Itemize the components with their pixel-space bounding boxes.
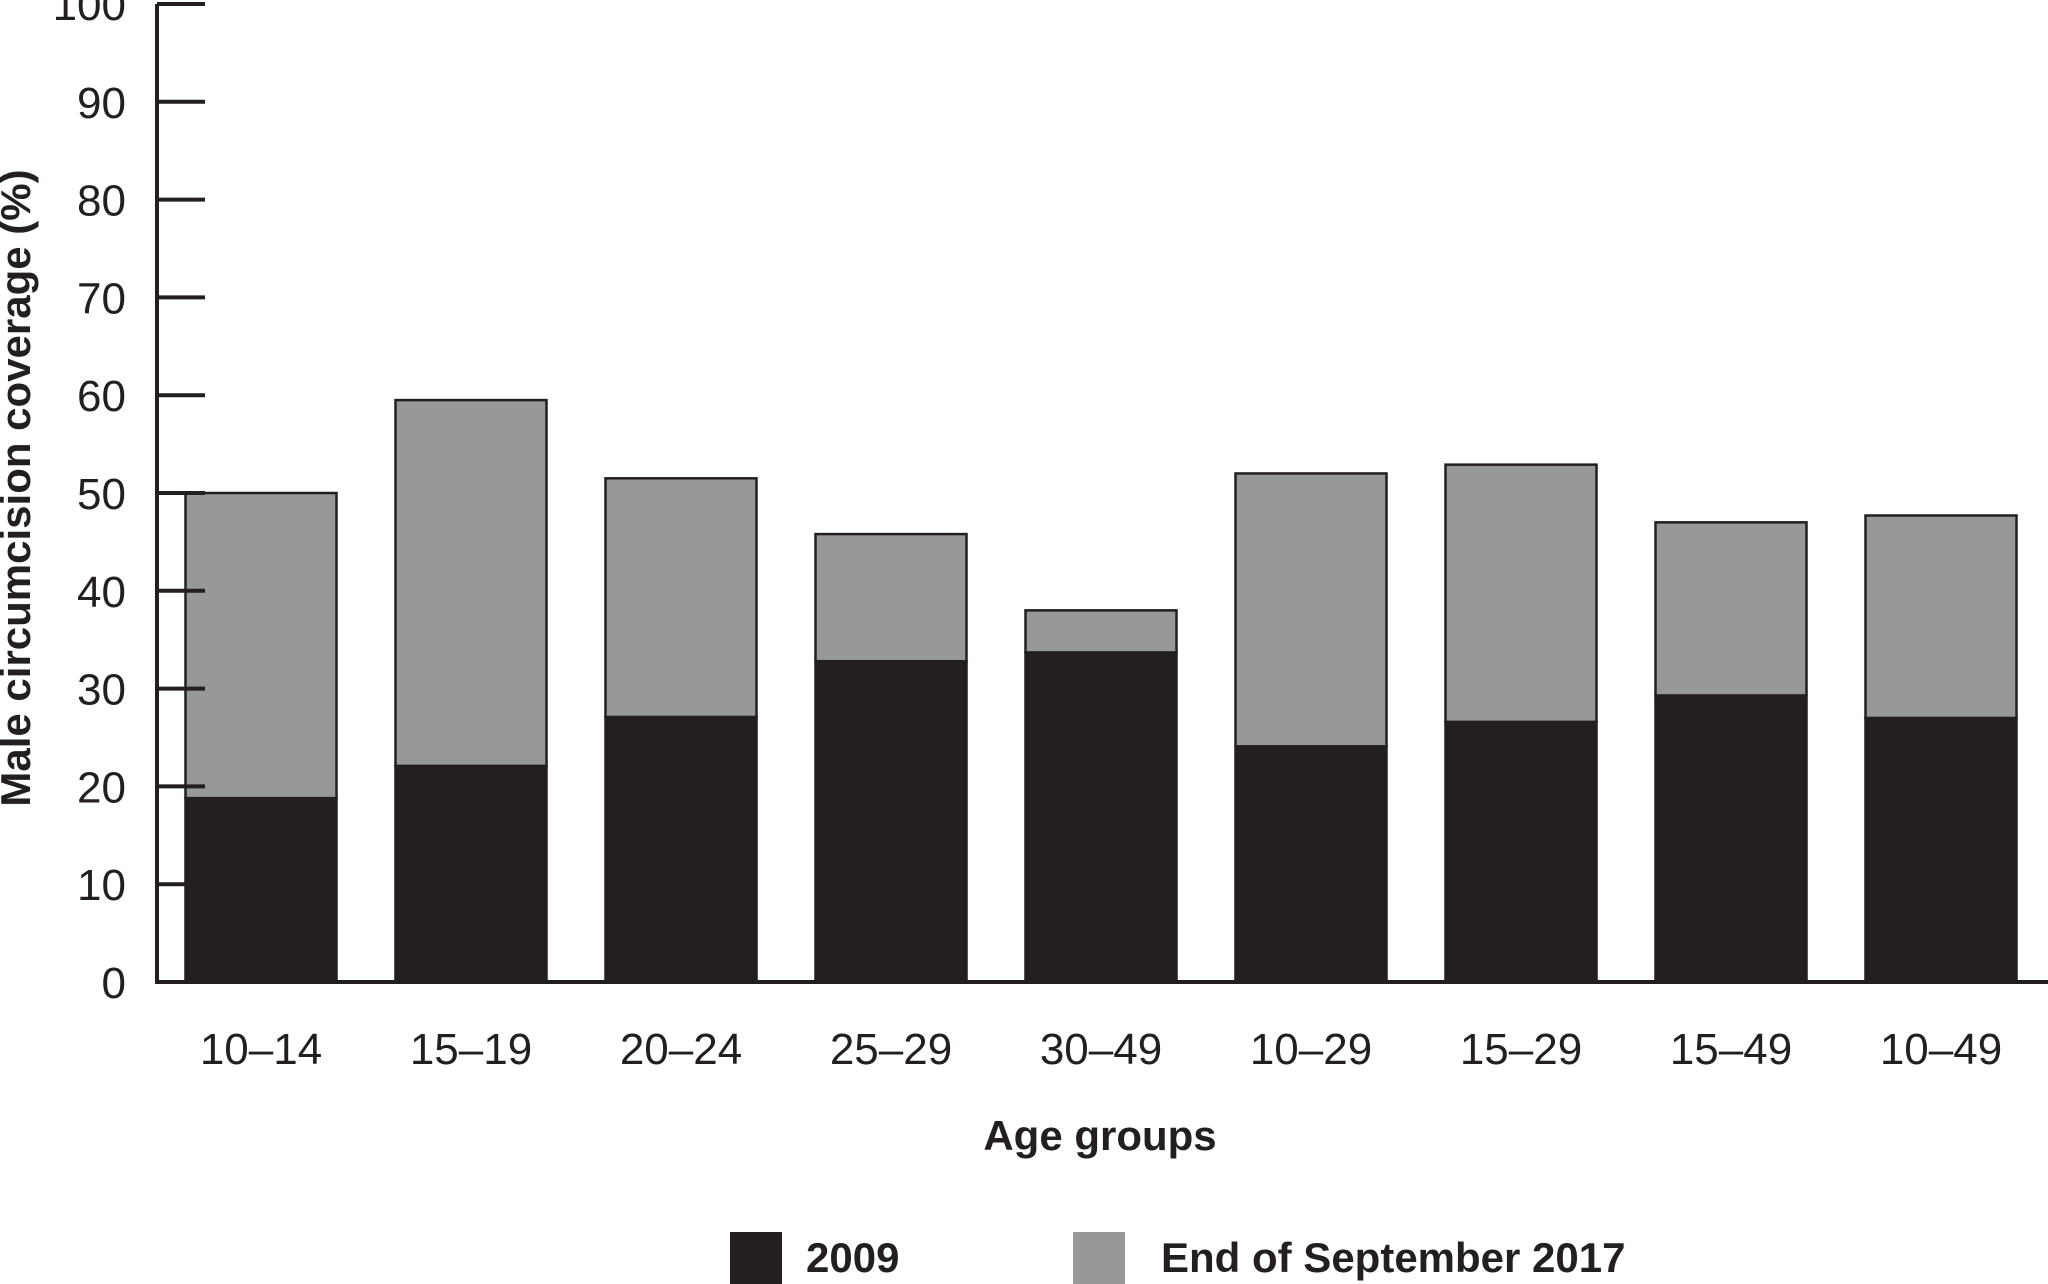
x-tick-label: 10–14 [200, 1025, 322, 1074]
bar-2009-15–49 [1654, 694, 1808, 984]
x-tick-label: 20–24 [620, 1025, 742, 1074]
y-tick-label: 90 [77, 79, 126, 128]
y-ticks-group: 0 10 20 30 40 50 60 70 80 90 100 [53, 0, 205, 1008]
bar-2017-15–49 [1654, 521, 1808, 697]
legend-label-2017: End of September 2017 [1161, 1234, 1625, 1281]
x-tick-label: 25–29 [830, 1025, 952, 1074]
bar-2009-25–29 [814, 659, 968, 984]
bar-2009-10–49 [1864, 716, 2018, 984]
bar-2009-15–19 [394, 764, 548, 984]
y-tick-label: 40 [77, 568, 126, 617]
y-tick-label: 0 [102, 959, 126, 1008]
y-tick-label: 100 [53, 0, 126, 30]
bar-2009-20–24 [604, 715, 758, 984]
bar-2017-20–24 [604, 477, 758, 719]
bar-2017-10–14 [184, 491, 338, 800]
legend: 2009 End of September 2017 [730, 1232, 1625, 1284]
x-ticks-group: 10–14 15–19 20–24 25–29 30–49 10–29 15–29 15–49… [200, 1025, 2002, 1074]
bars-group [184, 398, 2018, 984]
y-tick-label: 70 [77, 274, 126, 323]
x-tick-label: 15–49 [1670, 1025, 1792, 1074]
x-tick-label: 10–49 [1880, 1025, 2002, 1074]
bar-2009-15–29 [1444, 720, 1598, 984]
legend-swatch-2009 [730, 1232, 782, 1284]
bar-2009-10–29 [1234, 745, 1388, 984]
y-tick-label: 50 [77, 470, 126, 519]
x-tick-label: 10–29 [1250, 1025, 1372, 1074]
x-axis-title: Age groups [983, 1112, 1216, 1159]
bar-2017-10–49 [1864, 514, 2018, 720]
y-tick-label: 30 [77, 666, 126, 715]
bar-2017-15–19 [394, 398, 548, 768]
legend-swatch-2017 [1073, 1232, 1125, 1284]
x-tick-label: 15–19 [410, 1025, 532, 1074]
y-tick-label: 10 [77, 861, 126, 910]
bar-2017-25–29 [814, 532, 968, 663]
y-tick-label: 20 [77, 763, 126, 812]
x-tick-label: 15–29 [1460, 1025, 1582, 1074]
x-tick-label: 30–49 [1040, 1025, 1162, 1074]
y-axis-title: Male circumcision coverage (%) [0, 169, 39, 806]
legend-label-2009: 2009 [806, 1234, 899, 1281]
bar-2009-10–14 [184, 796, 338, 984]
bar-2017-30–49 [1024, 609, 1178, 654]
bar-2017-15–29 [1444, 463, 1598, 724]
y-tick-label: 60 [77, 372, 126, 421]
bar-2017-10–29 [1234, 472, 1388, 748]
y-tick-label: 80 [77, 177, 126, 226]
bar-2009-30–49 [1024, 651, 1178, 984]
